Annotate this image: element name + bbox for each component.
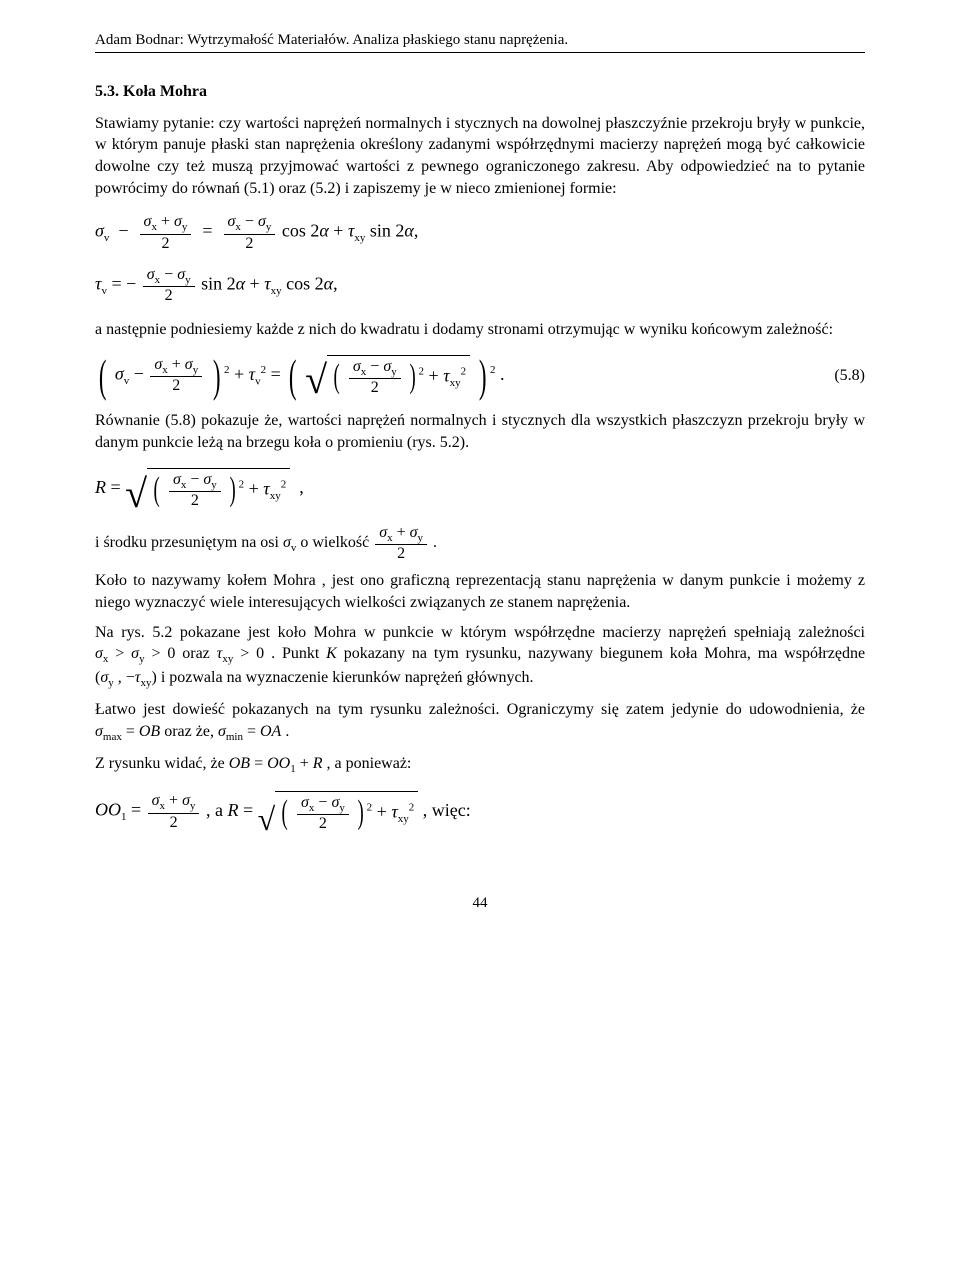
paragraph-center: i środku przesuniętym na osi σv o wielko… <box>95 524 865 563</box>
para7a-text: Łatwo jest dowieść pokazanych na tym rys… <box>95 701 865 718</box>
equation-radius: R = √ ( σx − σy2 )2 + τxy2 , <box>95 468 865 510</box>
paragraph-mohr-def: Koło to nazywamy kołem Mohra , jest ono … <box>95 570 865 613</box>
paragraph-from-fig: Z rysunku widać, że OB = OO1 + R , a pon… <box>95 753 865 777</box>
equation-5-8: ( σv − σx + σy2 )2 + τv2 = ( √ ( σx − σy… <box>95 355 865 397</box>
equation-oo1-r: OO1 = σx + σy2 , a R = √ ( σx − σy2 )2 +… <box>95 791 865 833</box>
para8b-text: , a ponieważ: <box>327 755 412 772</box>
header-rule <box>95 52 865 53</box>
equation-sigma-v: σv − σx + σy2 = σx − σy2 cos 2α + τxy si… <box>95 213 865 252</box>
section-heading: 5.3. Koła Mohra <box>95 81 865 103</box>
para7b-text: oraz że, <box>164 723 218 740</box>
para4a-text: i środku przesuniętym na osi <box>95 534 283 551</box>
para6b-text: oraz <box>182 645 216 662</box>
para9a-text: , a <box>206 800 228 820</box>
para8a-text: Z rysunku widać, że <box>95 755 229 772</box>
para6e-text: i pozwala na wyznaczenie kierunków naprę… <box>161 669 534 686</box>
paragraph-circle: Równanie (5.8) pokazuje że, wartości nap… <box>95 410 865 453</box>
paragraph-intro: Stawiamy pytanie: czy wartości naprężeń … <box>95 113 865 199</box>
para6a-text: Na rys. 5.2 pokazane jest koło Mohra w p… <box>95 624 865 641</box>
page-number: 44 <box>95 893 865 913</box>
para9b-text: , więc: <box>423 800 471 820</box>
para6d-text: pokazany na tym rysunku, nazywany biegun… <box>344 645 865 662</box>
paragraph-fig52: Na rys. 5.2 pokazane jest koło Mohra w p… <box>95 622 865 692</box>
paragraph-proof: Łatwo jest dowieść pokazanych na tym rys… <box>95 699 865 745</box>
page-header: Adam Bodnar: Wytrzymałość Materiałów. An… <box>95 30 865 50</box>
para4b-text: o wielkość <box>300 534 373 551</box>
equation-tau-v: τv = − σx − σy2 sin 2α + τxy cos 2α, <box>95 266 865 305</box>
para6c-text: . Punkt <box>271 645 326 662</box>
equation-number: (5.8) <box>814 365 865 387</box>
paragraph-square: a następnie podniesiemy każde z nich do … <box>95 319 865 341</box>
